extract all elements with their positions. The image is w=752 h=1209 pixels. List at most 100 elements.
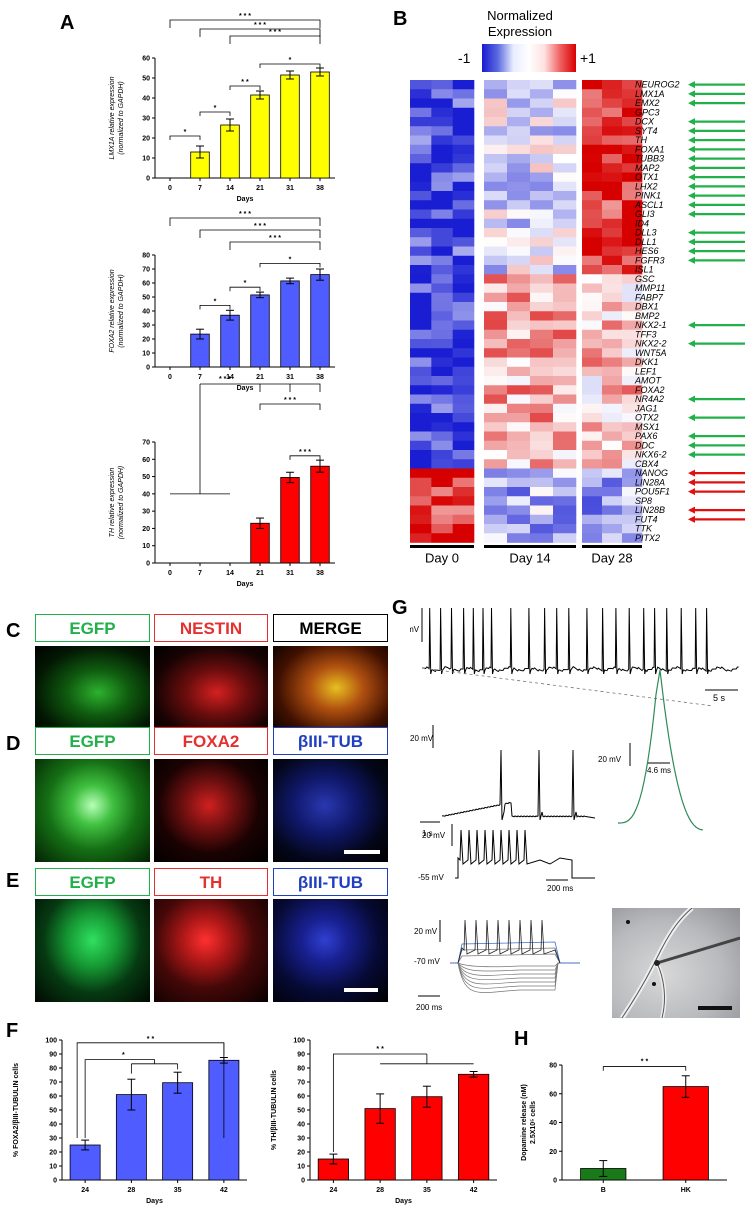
foxa2-pct-y-tick-label: 90 [49, 1052, 57, 1059]
heatmap-cell [553, 135, 577, 146]
scale-bar-e [344, 988, 378, 992]
heatmap-cell [602, 209, 623, 220]
heatmap-cell [582, 117, 603, 127]
heatmap-cell [484, 292, 508, 303]
gene-label-fgfr3: FGFR3 [635, 255, 665, 265]
heatmap-cell [452, 283, 475, 294]
heatmap-cell [431, 487, 453, 497]
heatmap-cell [484, 144, 508, 155]
heatmap-cell [452, 403, 475, 414]
heatmap-cell [410, 117, 432, 127]
heatmap-cell [431, 154, 453, 164]
voltage-label-55mv: -55 mV [418, 873, 444, 882]
gene-label-ttk: TTK [635, 524, 653, 534]
heatmap-cell [553, 320, 577, 331]
heatmap-cell [507, 339, 531, 349]
heatmap-cell [530, 144, 554, 155]
gene-label-ascl1: ASCL1 [634, 200, 664, 210]
heatmap-cell [431, 172, 453, 183]
gene-label-emx2: EMX2 [635, 98, 660, 108]
heatmap-cell [410, 274, 432, 284]
th-bar [310, 465, 330, 564]
heatmap-cell [410, 514, 432, 525]
heatmap-cell [553, 413, 577, 423]
heatmap-cell [530, 126, 554, 136]
heatmap-cell [507, 329, 531, 340]
electrophysiology-traces: 5 s 20 mV 20 mV 1 s 4.6 ms 20 mV 20 mV -… [410, 607, 739, 1012]
heatmap-cell [452, 228, 475, 238]
heatmap-cell [507, 98, 531, 109]
heatmap-cell [553, 533, 577, 543]
gene-label-cbx4: CBX4 [635, 459, 659, 469]
foxa2-pct-y-tick-label: 70 [49, 1080, 57, 1087]
foxa2-pct-y-tick-label: 80 [49, 1066, 57, 1073]
foxa2-btub-percent-chart: 0 10 20 30 40 50 60 70 80 90 100 24 28 35 42 Days % FOXA… [13, 1036, 247, 1205]
th-pct-y-tick-label: 10 [297, 1164, 305, 1171]
heatmap-cell [622, 181, 643, 192]
heatmap-cell [622, 154, 643, 164]
heatmap-cell [507, 144, 531, 155]
heatmap-cell [602, 181, 623, 192]
gene-label-id4: ID4 [635, 218, 649, 228]
heatmap-cell [530, 135, 554, 146]
heatmap-cell [484, 450, 508, 460]
gene-label-nr4a2: NR4A2 [635, 394, 664, 404]
heatmap-cell [452, 265, 475, 275]
heatmap-cell [582, 394, 603, 405]
heatmap-cell [431, 376, 453, 386]
gene-label-dll1: DLL1 [635, 237, 657, 247]
heatmap-cell [410, 237, 432, 247]
heatmap-cell [602, 274, 623, 284]
heatmap-cell [553, 98, 577, 109]
heatmap-cell [622, 329, 643, 340]
heatmap-cell [410, 376, 432, 386]
gene-label-dkk1: DKK1 [635, 357, 659, 367]
dopamine-y-tick-label: 60 [549, 1091, 557, 1098]
th-y-tick-label: 0 [146, 561, 150, 568]
heatmap-cell [410, 487, 432, 497]
heatmap-cell [452, 218, 475, 229]
heatmap-cell [602, 191, 623, 201]
heatmap-cell [530, 80, 554, 90]
lmx1a-sig-7-38-label: * * * [254, 22, 266, 29]
heatmap-cell [553, 107, 577, 118]
heatmap-cell [484, 514, 508, 525]
heatmap-cell [452, 376, 475, 386]
heatmap-cell [602, 459, 623, 469]
heatmap-cell [622, 533, 643, 543]
heatmap-cell [622, 107, 643, 118]
th-sig-group-label: * * * [219, 376, 231, 383]
heatmap-cell [582, 126, 603, 136]
heatmap-cell [530, 468, 554, 479]
th-pct-y-tick-label: 70 [297, 1080, 305, 1087]
heatmap-cell [431, 311, 453, 321]
heatmap-cell [553, 366, 577, 377]
green-arrowhead [688, 201, 695, 209]
heatmap-cell [431, 274, 453, 284]
panel-d-label-egfp: EGFP [35, 727, 150, 755]
heatmap-cell [602, 487, 623, 497]
th-pct-y-tick-label: 0 [301, 1178, 305, 1185]
heatmap-cell [602, 89, 623, 99]
green-arrowhead [688, 432, 695, 440]
lmx1a-y-tick-label: 50 [142, 76, 150, 83]
foxa2-expression-chart: 0 10 20 30 40 50 60 70 80 0 7 14 21 31 38 Days FOXA2 rel… [109, 211, 335, 392]
heatmap-cell [530, 413, 554, 423]
lmx1a-sig-14-38-label: * * * [269, 29, 281, 36]
foxa2-sig-0-38 [169, 217, 321, 226]
heatmap-cell [507, 274, 531, 284]
th-pct-y-tick-label: 30 [297, 1136, 305, 1143]
heatmap-cell [484, 154, 508, 164]
panel-c-label-nestin: NESTIN [154, 614, 268, 642]
heatmap-cell [530, 163, 554, 173]
heatmap-cell [622, 459, 643, 469]
heatmap-cell [582, 246, 603, 257]
th-sig-31-38 [289, 455, 321, 460]
heatmap-cell [582, 200, 603, 210]
heatmap-cell [410, 477, 432, 488]
heatmap-cell [452, 459, 475, 469]
heatmap-cell [452, 172, 475, 183]
heatmap-cell [410, 126, 432, 136]
gene-label-pink1: PINK1 [635, 191, 661, 201]
heatmap-cell [602, 80, 623, 90]
